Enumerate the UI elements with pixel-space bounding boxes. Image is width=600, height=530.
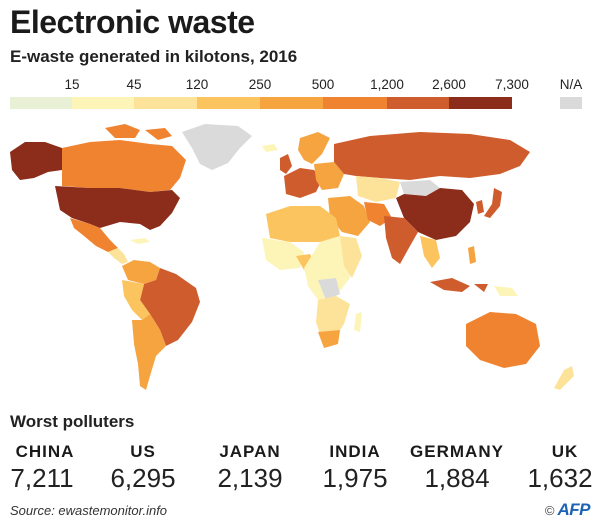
region-north-south-america [122, 260, 160, 284]
region-congo [318, 278, 340, 300]
legend-label-7300: 7,300 [495, 77, 529, 92]
worst-polluters-heading: Worst polluters [10, 412, 135, 431]
afp-logo: © AFP [544, 500, 591, 520]
polluter-value-china: 7,211 [10, 463, 74, 493]
region-new-zealand [554, 366, 574, 390]
polluter-value-germany: 1,884 [424, 463, 490, 493]
legend-label-120: 120 [185, 77, 209, 92]
region-scandinavia [298, 132, 330, 164]
region-usa [55, 186, 180, 230]
region-indonesia [430, 278, 488, 292]
region-mongolia [400, 180, 440, 196]
legend-swatch-7 [449, 97, 512, 109]
region-brazil [140, 268, 200, 346]
polluter-country-japan: JAPAN [219, 442, 281, 461]
legend-label-1200: 1,200 [370, 77, 404, 92]
region-arctic-islands [105, 124, 172, 140]
region-china [396, 188, 474, 240]
polluter-country-uk: UK [551, 442, 579, 461]
legend-swatch-1 [72, 97, 134, 109]
chart-title: Electronic waste [10, 4, 255, 40]
region-andes [122, 280, 150, 320]
region-russia [334, 132, 530, 180]
polluter-country-germany: GERMANY [410, 442, 504, 461]
legend-swatch-na [560, 97, 582, 109]
region-canada [62, 140, 186, 192]
legend-label-na: N/A [559, 77, 583, 92]
region-west-africa [262, 238, 304, 270]
region-southeast-asia [420, 236, 440, 268]
polluter-country-us: US [130, 442, 156, 461]
polluter-value-uk: 1,632 [527, 463, 593, 493]
polluter-country-china: CHINA [15, 442, 75, 461]
legend-swatch-4 [260, 97, 323, 109]
legend-swatch-2 [134, 97, 197, 109]
region-alaska [10, 142, 62, 180]
world-map [10, 124, 574, 390]
region-uk [280, 154, 292, 174]
region-korea [476, 200, 484, 214]
legend-label-500: 500 [311, 77, 335, 92]
region-north-africa [266, 206, 340, 242]
region-east-africa [340, 236, 362, 278]
region-mexico [70, 218, 118, 252]
region-japan [484, 188, 502, 218]
chart-subtitle: E-waste generated in kilotons, 2016 [10, 47, 298, 66]
polluter-country-india: INDIA [329, 442, 381, 461]
region-central-africa [304, 236, 352, 300]
legend-label-15: 15 [64, 77, 80, 92]
region-philippines [468, 246, 476, 264]
polluter-value-japan: 2,139 [217, 463, 283, 493]
polluter-value-india: 1,975 [322, 463, 388, 493]
region-madagascar [354, 312, 362, 332]
afp-wordmark: AFP [557, 500, 591, 519]
region-iceland [262, 144, 278, 152]
region-central-america [108, 248, 128, 264]
legend-swatch-5 [323, 97, 387, 109]
legend-label-2600: 2,600 [432, 77, 466, 92]
legend-label-250: 250 [248, 77, 272, 92]
region-india [384, 216, 418, 264]
source-note: Source: ewastemonitor.info [10, 503, 168, 518]
region-south-africa [318, 330, 340, 348]
region-western-europe [284, 168, 322, 198]
region-central-asia [356, 176, 400, 202]
legend-swatch-0 [10, 97, 72, 109]
region-caribbean [130, 238, 150, 244]
region-eastern-europe [314, 162, 344, 190]
region-southern-africa [316, 296, 350, 340]
region-papua [494, 286, 518, 296]
region-greenland [182, 124, 252, 170]
copyright-icon: © [544, 502, 555, 518]
legend-label-45: 45 [126, 77, 142, 92]
polluter-value-us: 6,295 [110, 463, 176, 493]
legend-swatch-6 [387, 97, 449, 109]
legend-swatch-3 [197, 97, 260, 109]
region-middle-east [328, 196, 370, 236]
region-southern-cone [132, 314, 166, 390]
region-australia [466, 312, 540, 368]
